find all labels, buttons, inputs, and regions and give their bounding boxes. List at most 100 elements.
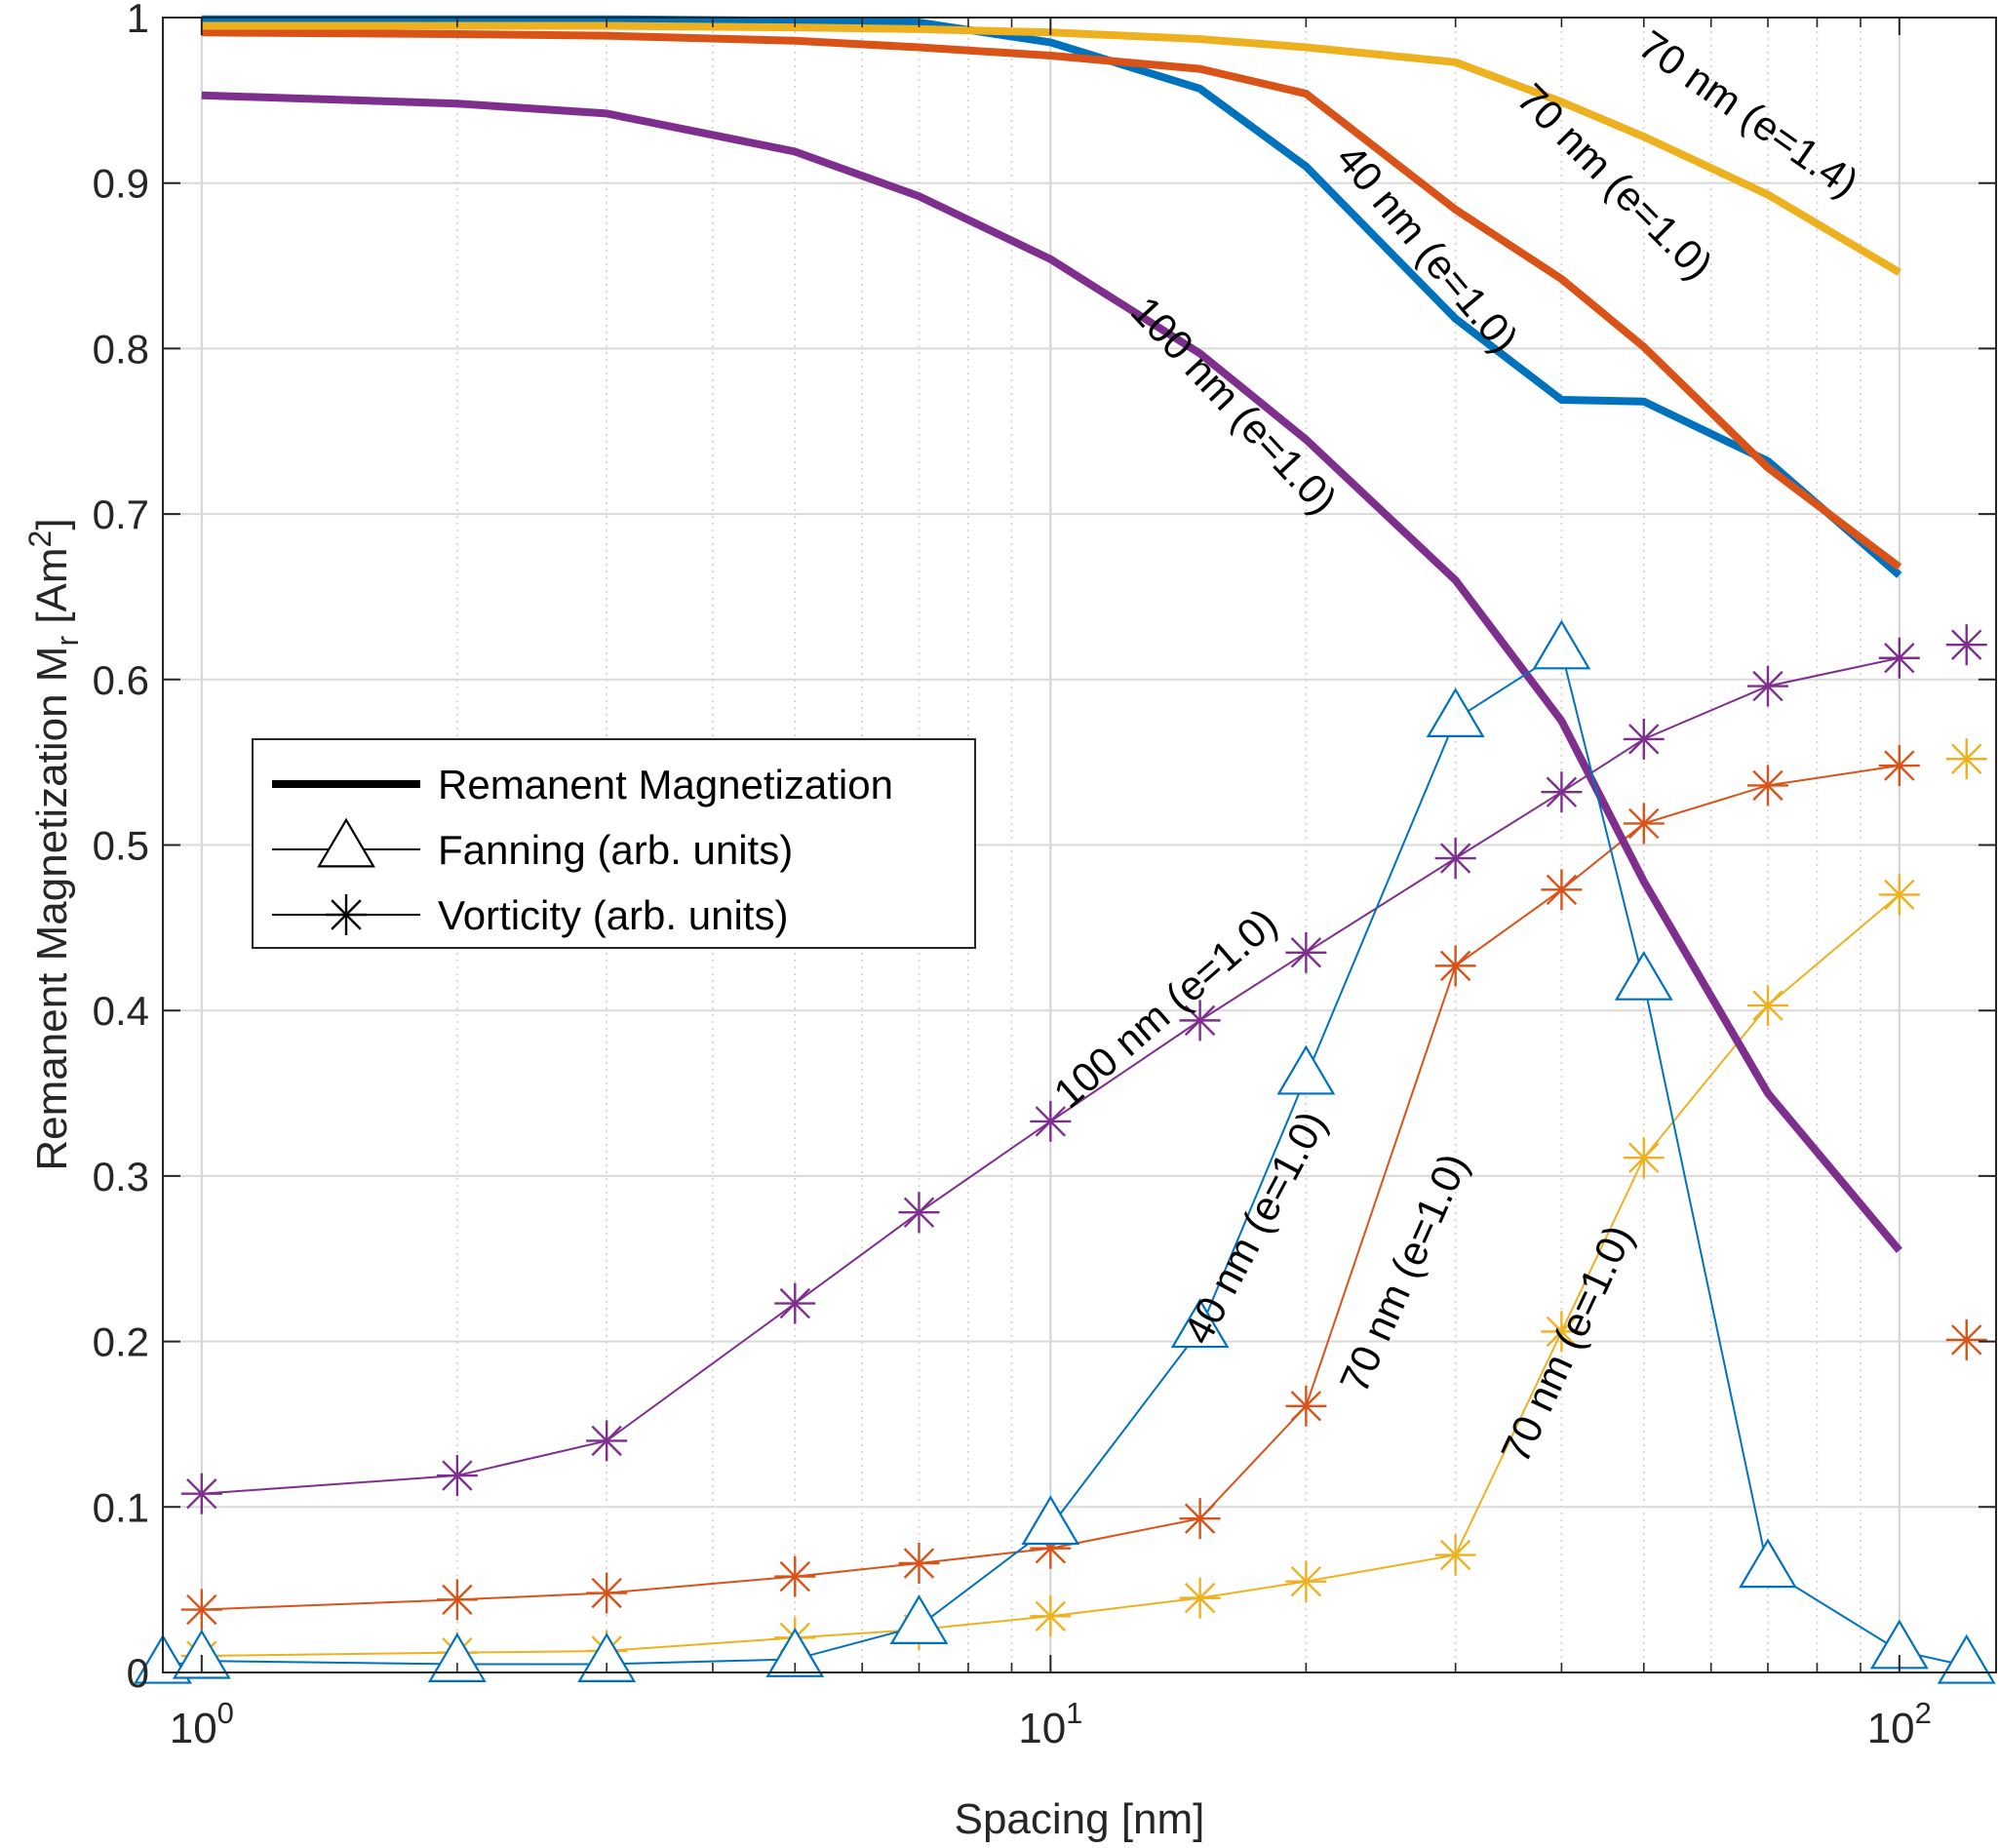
x-axis-label: Spacing [nm] (955, 1795, 1205, 1843)
curve-annotation: 70 nm (e=1.4) (1630, 21, 1866, 206)
curve-annotation: 70 nm (e=1.0) (1509, 74, 1722, 288)
vorticity-marker-orange (436, 1579, 478, 1621)
curve-annotation: 70 nm (e=1.0) (1492, 1218, 1642, 1470)
y-tick-label: 0.7 (93, 491, 149, 537)
vorticity-marker-orange (1746, 765, 1788, 806)
remanent-line-purple (201, 91, 1902, 1253)
annotations: 70 nm (e=1.4)70 nm (e=1.0)40 nm (e=1.0)1… (1045, 21, 1867, 1470)
vorticity-marker-yellow (1285, 1560, 1327, 1602)
legend-entry: Remanent Magnetization (272, 762, 893, 807)
y-tick-label: 0.5 (93, 823, 149, 869)
remanent-line-orange (201, 28, 1902, 570)
y-axis-label-sup: 2 (22, 531, 58, 548)
curve-annotation: 100 nm (e=1.0) (1045, 899, 1286, 1117)
vorticity-marker-yellow (1541, 1311, 1583, 1353)
y-axis-label-close: ] (28, 518, 76, 530)
x-tick-label: 101 (1018, 1696, 1082, 1752)
vorticity-marker-orange (1945, 1318, 1987, 1360)
y-axis-label-main: Remanent Magnetization M (28, 647, 76, 1171)
curve-annotation: 100 nm (e=1.0) (1122, 288, 1346, 523)
vorticity-marker-purple (1541, 771, 1583, 813)
fanning-marker-blue (889, 1594, 949, 1644)
legend: Remanent Magnetization Fanning (arb. unit… (252, 738, 976, 949)
curve-annotation: 40 nm (e=1.0) (1328, 136, 1528, 361)
curve-annotation: 70 nm (e=1.0) (1331, 1147, 1477, 1399)
vorticity-marker-orange (1434, 945, 1476, 987)
vorticity-marker-orange (586, 1572, 628, 1614)
y-axis-label: Remanent Magnetization Mr [Am2] (22, 518, 85, 1170)
vorticity-marker-purple (1945, 624, 1987, 666)
curve-annotation: 40 nm (e=1.0) (1174, 1103, 1335, 1351)
vorticity-marker-purple (1285, 931, 1327, 973)
fanning-marker-blue (1170, 1298, 1230, 1349)
vorticity-marker-purple (1878, 637, 1920, 679)
vorticity-marker-yellow (1434, 1534, 1476, 1576)
x-tick-label-base: 10 (1867, 1705, 1915, 1752)
x-tick-label-base: 10 (170, 1705, 217, 1752)
legend-entry: Fanning (arb. units) (272, 817, 793, 873)
vorticity-marker-yellow (1878, 874, 1920, 916)
vorticity-marker-purple (1030, 1100, 1072, 1142)
fanning-marker-blue (1021, 1495, 1080, 1546)
legend-asterisk-icon (326, 894, 367, 935)
vorticity-marker-purple (1434, 838, 1476, 880)
y-tick-label: 0.8 (93, 326, 149, 372)
vorticity-marker-purple (1746, 665, 1788, 707)
fanning-marker-blue (1532, 619, 1591, 670)
fanning-marker-blue (1739, 1538, 1797, 1589)
y-tick-label: 1 (127, 0, 149, 41)
vorticity-marker-orange (1623, 803, 1665, 845)
fanning-marker-blue (1276, 1044, 1336, 1095)
x-tick-label: 102 (1867, 1696, 1932, 1752)
vorticity-marker-yellow (1746, 985, 1788, 1027)
fanning-marker-blue (1426, 688, 1485, 737)
y-axis-label-sub: r (50, 636, 85, 647)
vorticity-marker-purple (1623, 718, 1665, 760)
y-axis-label-unit: [Am (28, 547, 76, 635)
legend-label: Vorticity (arb. units) (438, 892, 788, 938)
vorticity-marker-yellow (1945, 738, 1987, 780)
legend-entry: Vorticity (arb. units) (272, 892, 788, 938)
y-tick-label: 0.1 (93, 1484, 149, 1530)
legend-label: Remanent Magnetization (438, 762, 893, 807)
vorticity-marker-purple (774, 1282, 816, 1324)
y-tick-label: 0.6 (93, 657, 149, 703)
vorticity-marker-purple (898, 1192, 940, 1234)
x-tick-label: 100 (170, 1696, 234, 1752)
x-tick-label-exponent: 1 (1066, 1696, 1082, 1730)
vorticity-marker-orange (1285, 1385, 1327, 1427)
vorticity-marker-orange (1878, 745, 1920, 787)
vorticity-marker-orange (774, 1555, 816, 1597)
y-tick-label: 0.9 (93, 161, 149, 207)
vorticity-marker-yellow (1179, 1577, 1221, 1619)
y-tick-label: 0 (127, 1650, 149, 1696)
y-tick-label: 0.3 (93, 1154, 149, 1199)
x-tick-label-exponent: 2 (1915, 1696, 1932, 1730)
vorticity-marker-orange (1179, 1498, 1221, 1540)
x-tick-label-exponent: 0 (217, 1696, 234, 1730)
data-layer (134, 15, 1996, 1684)
vorticity-marker-purple (180, 1473, 222, 1514)
vorticity-marker-purple (1179, 1000, 1221, 1042)
fanning-marker-blue (1937, 1633, 1996, 1684)
fanning-marker-blue (172, 1629, 231, 1679)
y-tick-label: 0.4 (93, 988, 149, 1034)
vorticity-marker-yellow (1030, 1595, 1072, 1637)
fanning-marker-blue (577, 1632, 637, 1682)
legend-triangle-icon (317, 817, 375, 868)
vorticity-marker-orange (898, 1542, 940, 1584)
vorticity-marker-yellow (1623, 1137, 1665, 1179)
fanning-marker-blue (765, 1628, 825, 1677)
fanning-marker-blue (427, 1632, 487, 1682)
legend-label: Fanning (arb. units) (438, 827, 793, 873)
vorticity-marker-orange (1541, 869, 1583, 911)
x-tick-label-base: 10 (1018, 1705, 1066, 1752)
legend-box (252, 738, 976, 949)
vorticity-marker-purple (436, 1455, 478, 1497)
vorticity-marker-purple (586, 1420, 628, 1462)
tick-marks (162, 17, 1996, 1673)
vorticity-marker-orange (180, 1589, 222, 1631)
y-tick-label: 0.2 (93, 1319, 149, 1365)
